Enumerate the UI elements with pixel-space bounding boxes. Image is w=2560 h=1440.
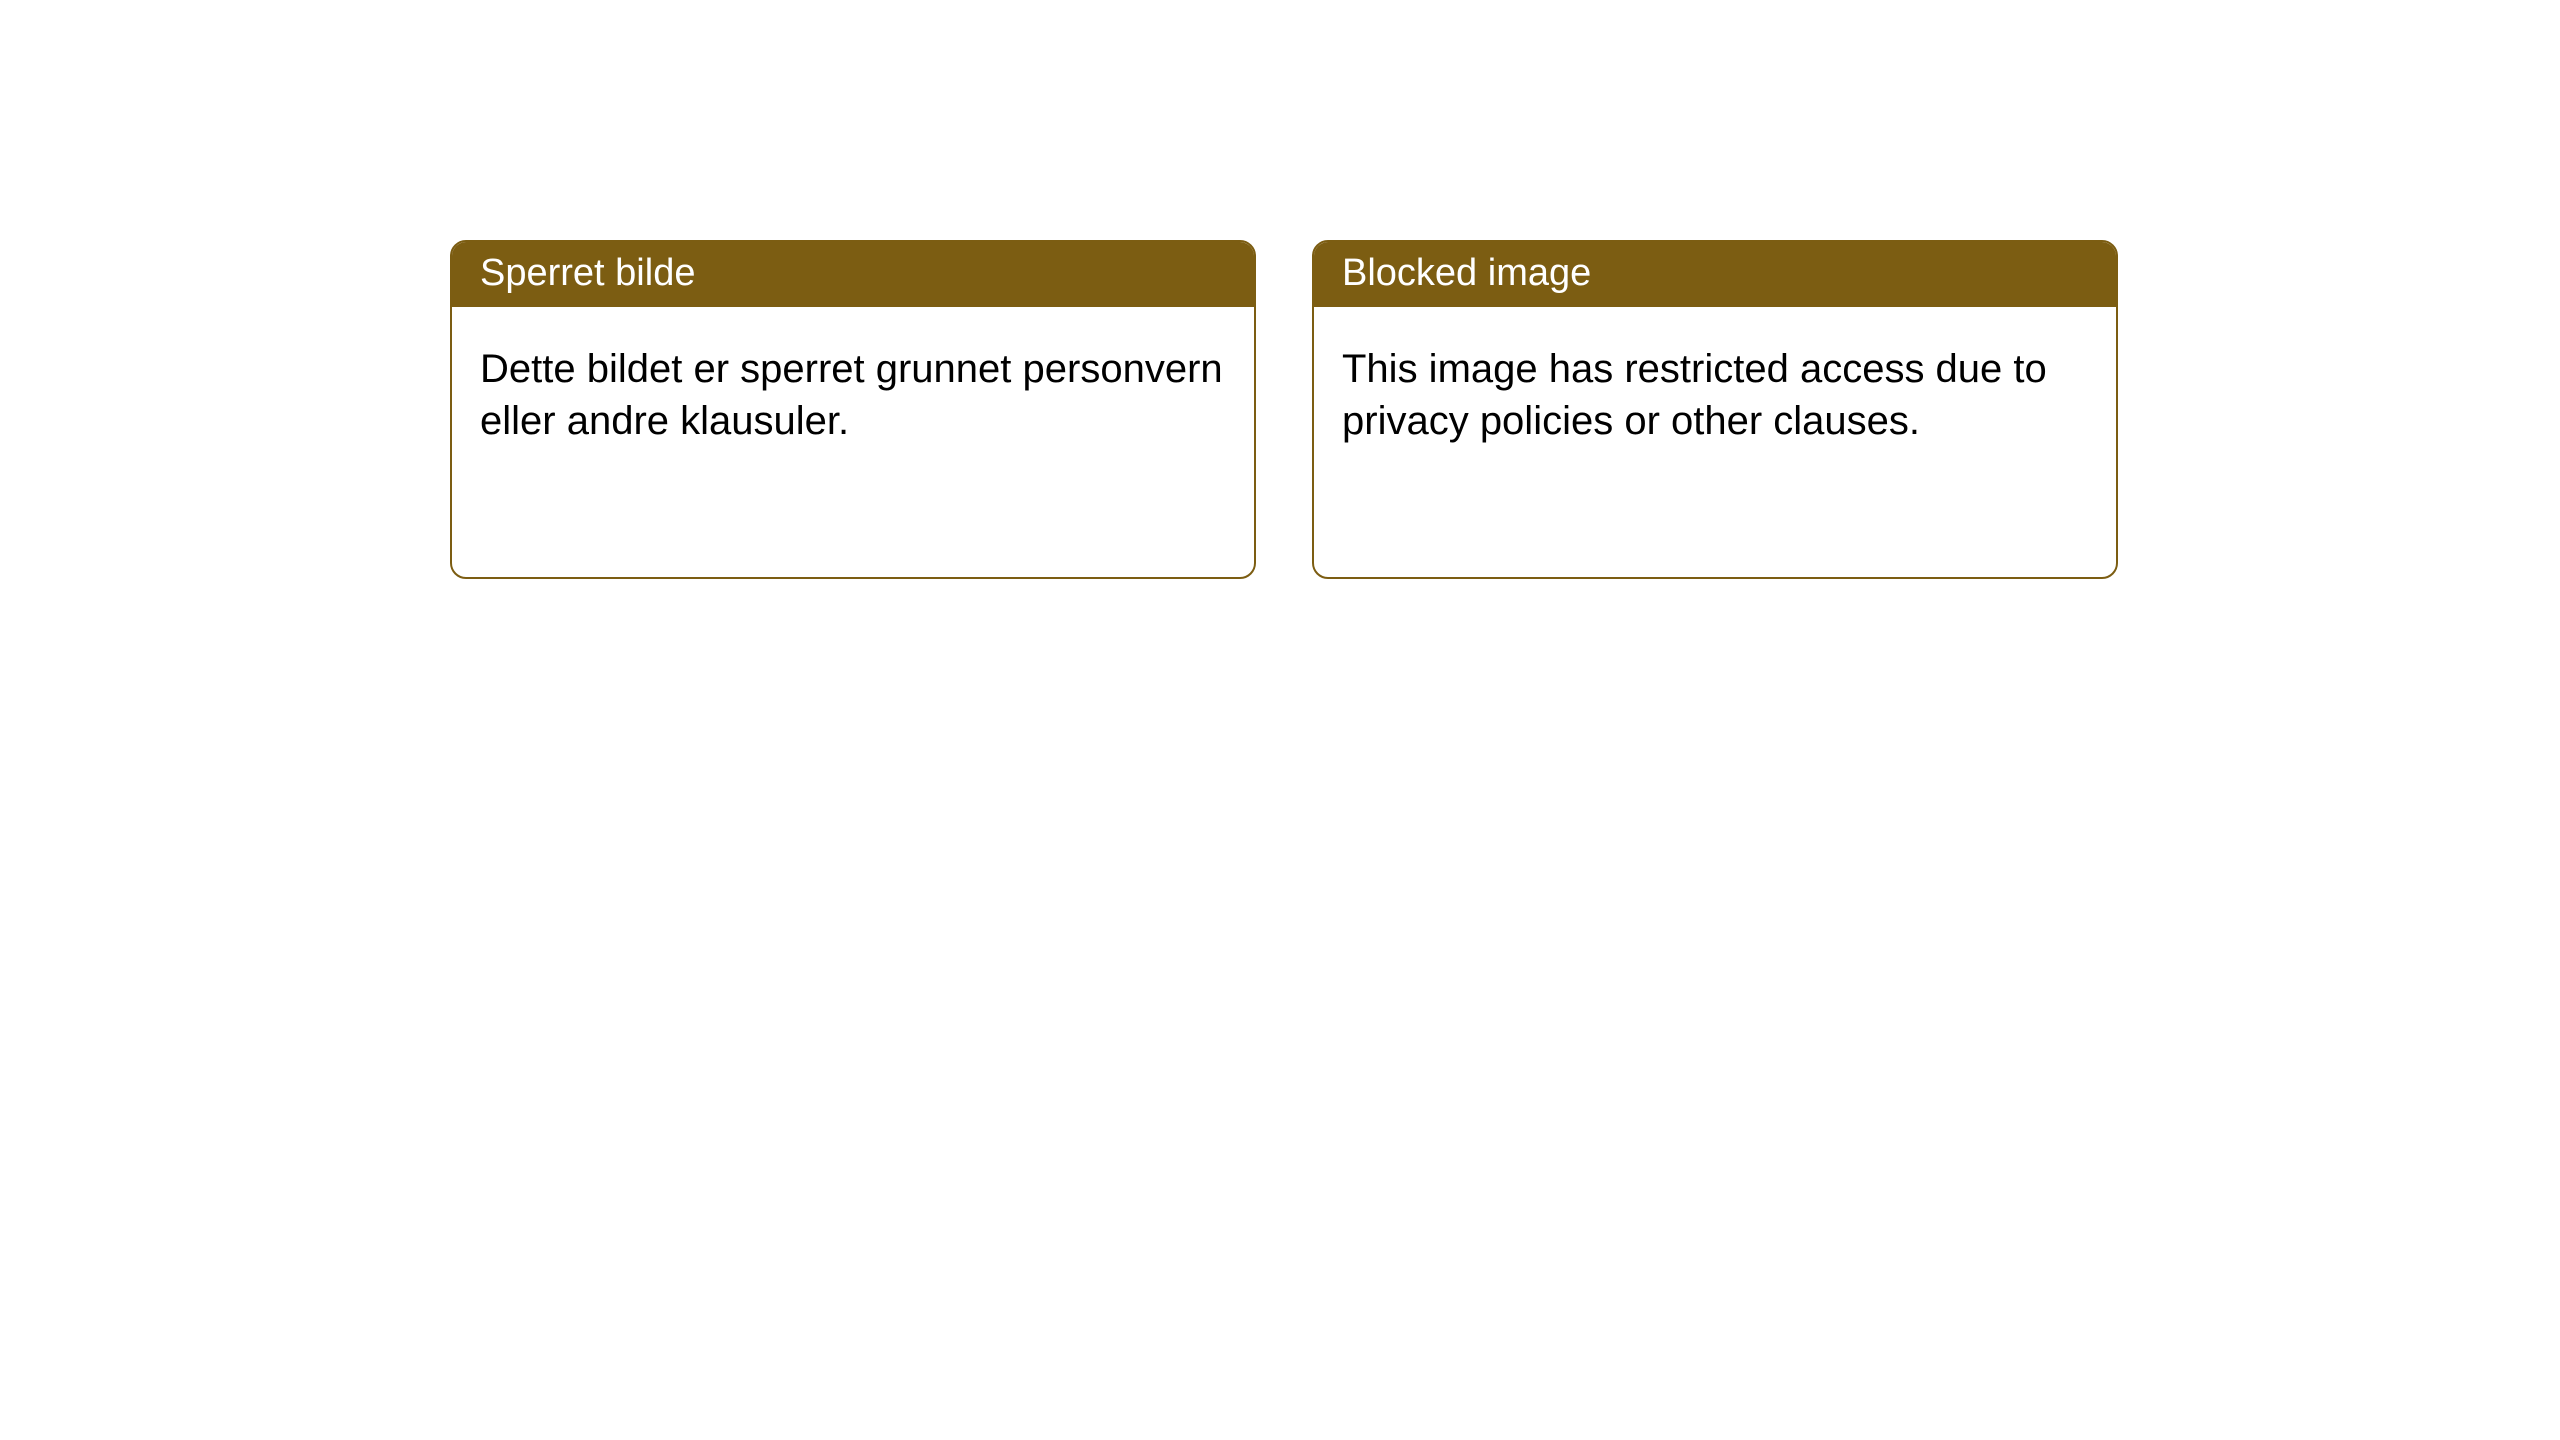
card-header-text: Blocked image (1342, 252, 1591, 294)
blocked-image-card-no: Sperret bilde Dette bildet er sperret gr… (450, 240, 1256, 579)
blocked-image-card-en: Blocked image This image has restricted … (1312, 240, 2118, 579)
card-container: Sperret bilde Dette bildet er sperret gr… (0, 0, 2560, 579)
card-body-text: This image has restricted access due to … (1342, 347, 2047, 443)
card-header: Blocked image (1314, 242, 2116, 307)
card-header-text: Sperret bilde (480, 252, 695, 294)
card-body: This image has restricted access due to … (1314, 307, 2116, 577)
card-body: Dette bildet er sperret grunnet personve… (452, 307, 1254, 577)
card-header: Sperret bilde (452, 242, 1254, 307)
card-body-text: Dette bildet er sperret grunnet personve… (480, 347, 1223, 443)
